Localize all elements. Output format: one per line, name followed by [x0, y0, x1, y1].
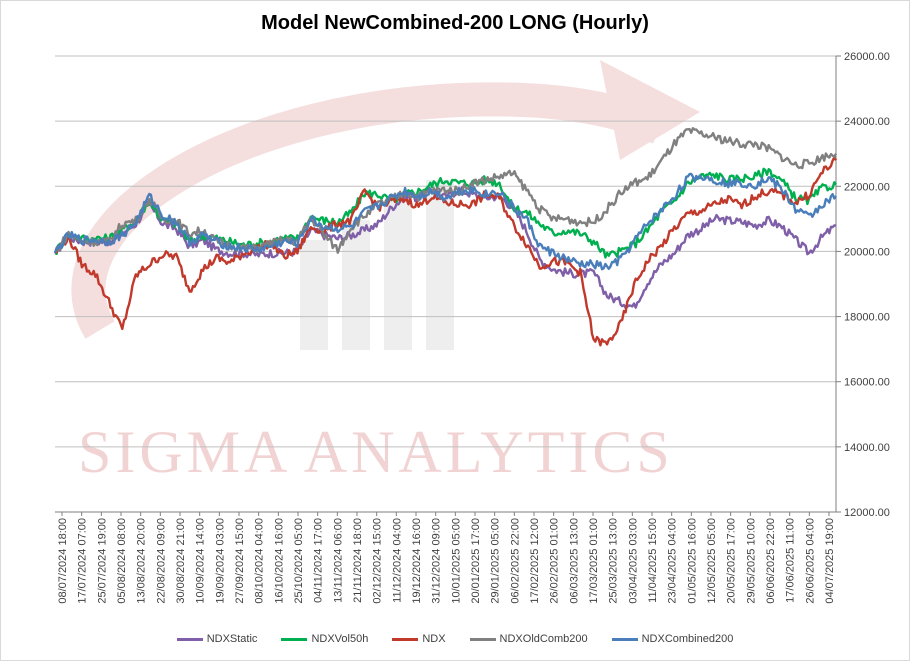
x-tick-label: 17/06/2025 11:00	[785, 518, 797, 603]
x-tick-label: 20/05/2025 17:00	[726, 518, 738, 604]
legend-label: NDXVol50h	[311, 633, 369, 645]
y-tick-label: 20000.00	[844, 246, 890, 258]
x-tick-label: 06/03/2025 13:00	[568, 518, 580, 604]
chart-legend: NDXStatic NDXVol50h NDX NDXOldComb200 NDXCom…	[0, 633, 910, 645]
x-tick-label: 11/04/2025 15:00	[647, 518, 659, 603]
x-tick-label: 20/01/2025 17:00	[470, 518, 482, 604]
y-tick-label: 12000.00	[844, 507, 890, 519]
x-tick-label: 22/08/2024 09:00	[155, 518, 167, 604]
legend-item-ndxvol50h: NDXVol50h	[281, 633, 368, 645]
series-line-ndxoldcomb200	[53, 126, 838, 254]
watermark-bar	[426, 180, 454, 350]
x-tick-label: 27/09/2024 15:00	[234, 518, 246, 604]
x-tick-label: 29/01/2025 05:00	[490, 518, 502, 604]
legend-item-ndxoldcomb200: NDXOldComb200	[469, 633, 588, 645]
legend-label: NDX	[422, 633, 446, 645]
x-tick-label: 05/08/2024 08:00	[116, 518, 128, 604]
y-tick-labels: 12000.00 14000.00 16000.00 18000.00 20000.00…	[844, 51, 890, 519]
x-tick-label: 08/10/2024 04:00	[254, 518, 266, 604]
x-tick-label: 13/11/2024 06:00	[332, 518, 344, 603]
watermark-bar	[384, 200, 412, 350]
x-tick-label: 02/12/2024 15:00	[372, 518, 384, 604]
legend-label: NDXCombined200	[641, 633, 734, 645]
legend-swatch	[176, 637, 203, 641]
x-tick-label: 06/02/2025 22:00	[509, 518, 521, 604]
x-tick-label: 17/02/2025 12:00	[529, 518, 541, 604]
series-lines	[53, 126, 838, 347]
y-tick-label: 18000.00	[844, 312, 890, 324]
legend-swatch	[611, 637, 638, 641]
x-tick-label: 19/12/2024 16:00	[411, 518, 423, 604]
x-tick-label: 30/08/2024 21:00	[175, 518, 187, 604]
axes	[55, 56, 837, 513]
legend-label: NDXStatic	[206, 633, 258, 645]
watermark-bar	[300, 240, 328, 350]
y-tick-label: 22000.00	[844, 181, 890, 193]
x-tick-label: 01/05/2025 16:00	[686, 518, 698, 604]
x-tick-label: 25/03/2025 13:00	[608, 518, 620, 604]
legend-item-ndxcombined200: NDXCombined200	[611, 633, 734, 645]
series-line-ndx	[54, 156, 838, 347]
legend-swatch	[392, 637, 419, 641]
series-line-ndxvol50h	[54, 167, 837, 259]
y-tick-label: 26000.00	[844, 51, 890, 63]
x-tick-label: 19/09/2024 03:00	[214, 518, 226, 604]
x-tick-label: 16/10/2024 16:00	[273, 518, 285, 604]
x-tick-label: 23/04/2025 04:00	[667, 518, 679, 604]
chart-title: Model NewCombined-200 LONG (Hourly)	[261, 12, 649, 34]
legend-swatch	[281, 637, 308, 641]
x-tick-label: 10/09/2024 14:00	[195, 518, 207, 604]
x-tick-label: 17/07/2024 07:00	[77, 518, 89, 604]
legend-swatch	[469, 637, 496, 641]
x-tick-label: 04/07/2025 19:00	[824, 518, 836, 604]
x-tick-label: 26/06/2025 04:00	[804, 518, 816, 604]
legend-item-ndx: NDX	[392, 633, 446, 645]
watermark-arrowhead	[600, 60, 700, 160]
x-tick-label: 25/07/2024 19:00	[96, 518, 108, 604]
x-tick-labels: 08/07/2024 18:00 17/07/2024 07:00 25/07/20…	[57, 512, 836, 604]
series-line-ndxcombined200	[53, 172, 837, 271]
x-tick-label: 25/10/2024 05:00	[293, 518, 305, 604]
x-tick-label: 21/11/2024 18:00	[352, 518, 364, 603]
x-tick-label: 04/11/2024 17:00	[313, 518, 325, 603]
x-tick-label: 31/12/2024 09:00	[431, 518, 443, 604]
x-tick-label: 10/01/2025 05:00	[450, 518, 462, 604]
x-tick-label: 12/05/2025 05:00	[706, 518, 718, 604]
y-tick-label: 14000.00	[844, 442, 890, 454]
x-tick-label: 29/05/2025 10:00	[745, 518, 757, 604]
x-tick-label: 17/03/2025 01:00	[588, 518, 600, 604]
watermark-bar	[342, 220, 370, 350]
y-tick-label: 24000.00	[844, 116, 890, 128]
x-tick-label: 26/02/2025 01:00	[549, 518, 561, 604]
x-tick-label: 13/08/2024 20:00	[136, 518, 148, 604]
x-tick-label: 08/07/2024 18:00	[57, 518, 69, 604]
watermark-swoosh	[71, 82, 667, 339]
y-tick-label: 16000.00	[844, 377, 890, 389]
x-tick-label: 03/04/2025 03:00	[627, 518, 639, 604]
legend-label: NDXOldComb200	[499, 633, 588, 645]
watermark-text: SIGMA ANALYTICS	[78, 419, 674, 485]
x-tick-label: 06/06/2025 22:00	[765, 518, 777, 604]
legend-item-ndxstatic: NDXStatic	[176, 633, 258, 645]
x-tick-label: 11/12/2024 04:00	[391, 518, 403, 603]
